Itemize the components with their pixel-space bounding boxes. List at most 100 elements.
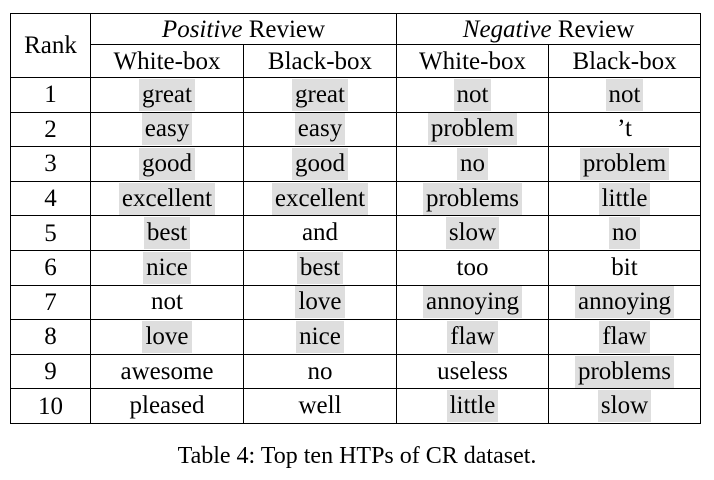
negative-black-box-cell: ’t xyxy=(547,112,702,147)
table-row: 2 easy easy problem ’t xyxy=(10,112,702,147)
token: bit xyxy=(611,253,638,281)
rank-cell: 1 xyxy=(10,77,91,113)
negative-white-box-cell: little xyxy=(396,388,549,424)
negative-label: Negative xyxy=(462,15,552,43)
positive-black-box-cell: easy xyxy=(243,112,397,147)
negative-black-box-cell: problems xyxy=(547,354,702,389)
negative-black-box-cell: slow xyxy=(547,388,702,424)
positive-white-box-cell: pleased xyxy=(90,388,244,424)
table-row: 3 good good no problem xyxy=(10,146,702,182)
token: no xyxy=(307,357,333,385)
positive-black-box-cell: good xyxy=(243,146,397,182)
positive-white-box-cell: excellent xyxy=(90,181,244,216)
table-row: 6 nice best too bit xyxy=(10,250,702,286)
positive-white-box-cell: best xyxy=(90,215,244,251)
highlighted-token: problem xyxy=(579,147,670,180)
table-row: 5 best and slow no xyxy=(10,215,702,251)
table-row: 9 awesome no useless problems xyxy=(10,354,702,389)
positive-white-box-header: White-box xyxy=(90,44,244,78)
header-row-groups: Rank Positive Review Negative Review xyxy=(10,13,702,78)
table-row: 4 excellent excellent problems little xyxy=(10,181,702,216)
highlighted-token: annoying xyxy=(422,286,523,319)
highlighted-token: great xyxy=(139,78,195,111)
highlighted-token: no xyxy=(609,217,640,250)
negative-black-box-cell: bit xyxy=(547,250,702,286)
rank-cell: 10 xyxy=(10,388,91,424)
negative-black-box-cell: little xyxy=(547,181,702,216)
highlighted-token: nice xyxy=(143,251,191,284)
token: ’t xyxy=(617,115,632,143)
positive-black-box-cell: nice xyxy=(243,319,397,355)
negative-black-box-header: Black-box xyxy=(547,44,702,78)
highlighted-token: problems xyxy=(574,355,675,388)
highlighted-token: good xyxy=(139,147,195,180)
negative-black-box-cell: not xyxy=(547,77,702,113)
highlighted-token: problem xyxy=(427,113,518,146)
negative-white-box-cell: flaw xyxy=(396,319,549,355)
negative-white-box-cell: no xyxy=(396,146,549,182)
negative-white-box-cell: slow xyxy=(396,215,549,251)
rank-cell: 9 xyxy=(10,354,91,389)
rank-header: Rank xyxy=(10,13,91,78)
negative-white-box-cell: not xyxy=(396,77,549,113)
positive-black-box-cell: great xyxy=(243,77,397,113)
highlighted-token: easy xyxy=(294,113,346,146)
highlighted-token: slow xyxy=(597,390,652,423)
table-row: 10 pleased well little slow xyxy=(10,388,702,424)
negative-white-box-cell: problem xyxy=(396,112,549,147)
highlighted-token: not xyxy=(453,78,492,111)
positive-black-box-cell: and xyxy=(243,215,397,251)
rank-cell: 5 xyxy=(10,215,91,251)
negative-white-box-cell: problems xyxy=(396,181,549,216)
table-row: 7 not love annoying annoying xyxy=(10,285,702,320)
positive-white-box-cell: easy xyxy=(90,112,244,147)
highlighted-token: best xyxy=(143,217,191,250)
token: awesome xyxy=(120,357,214,385)
positive-black-box-cell: well xyxy=(243,388,397,424)
highlighted-token: no xyxy=(457,147,488,180)
table-body: 1 great great not not 2 easy easy problem ’t 3 good… xyxy=(10,77,702,424)
negative-black-box-cell: no xyxy=(547,215,702,251)
rank-cell: 8 xyxy=(10,319,91,355)
positive-label: Positive xyxy=(161,15,243,43)
negative-review-header: Negative Review xyxy=(395,13,702,45)
token: well xyxy=(298,392,342,420)
positive-review-header: Positive Review xyxy=(90,13,397,45)
highlighted-token: flaw xyxy=(599,320,650,353)
positive-white-box-cell: good xyxy=(90,146,244,182)
highlighted-token: love xyxy=(142,320,192,353)
review-label: Review xyxy=(551,15,635,43)
table-row: 1 great great not not xyxy=(10,77,702,113)
htp-table: Rank Positive Review Negative Review Whi… xyxy=(10,13,702,424)
rank-cell: 6 xyxy=(10,250,91,286)
token: useless xyxy=(437,357,508,385)
highlighted-token: excellent xyxy=(118,182,216,215)
table-row: 8 love nice flaw flaw xyxy=(10,319,702,355)
negative-black-box-cell: problem xyxy=(547,146,702,182)
highlighted-token: great xyxy=(292,78,348,111)
negative-black-box-cell: flaw xyxy=(547,319,702,355)
highlighted-token: easy xyxy=(141,113,193,146)
negative-white-box-cell: annoying xyxy=(396,285,549,320)
token: too xyxy=(456,253,489,281)
positive-black-box-cell: love xyxy=(243,285,397,320)
review-label: Review xyxy=(242,15,326,43)
positive-white-box-cell: love xyxy=(90,319,244,355)
positive-black-box-header: Black-box xyxy=(243,44,397,78)
highlighted-token: excellent xyxy=(271,182,369,215)
highlighted-token: best xyxy=(296,251,344,284)
rank-cell: 3 xyxy=(10,146,91,182)
rank-cell: 4 xyxy=(10,181,91,216)
positive-white-box-cell: not xyxy=(90,285,244,320)
negative-white-box-cell: too xyxy=(396,250,549,286)
highlighted-token: little xyxy=(598,182,651,215)
table-caption: Table 4: Top ten HTPs of CR dataset. xyxy=(177,443,537,469)
negative-black-box-cell: annoying xyxy=(547,285,702,320)
header-row-subheaders: White-box Black-box White-box Black-box xyxy=(10,44,702,78)
highlighted-token: good xyxy=(292,147,348,180)
highlighted-token: love xyxy=(295,286,345,319)
highlighted-token: annoying xyxy=(574,286,675,319)
positive-black-box-cell: no xyxy=(243,354,397,389)
positive-white-box-cell: great xyxy=(90,77,244,113)
highlighted-token: slow xyxy=(445,217,500,250)
